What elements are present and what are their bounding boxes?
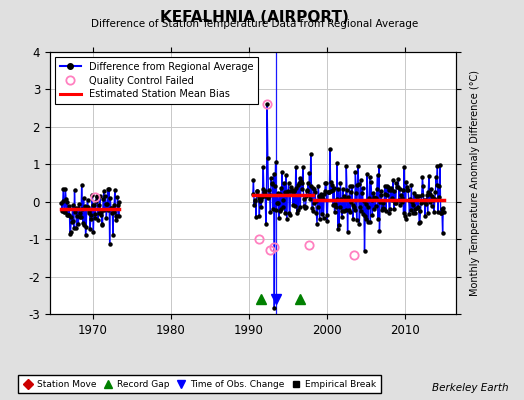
Y-axis label: Monthly Temperature Anomaly Difference (°C): Monthly Temperature Anomaly Difference (… [470,70,480,296]
Text: Difference of Station Temperature Data from Regional Average: Difference of Station Temperature Data f… [91,19,418,29]
Legend: Station Move, Record Gap, Time of Obs. Change, Empirical Break: Station Move, Record Gap, Time of Obs. C… [18,376,381,394]
Text: Berkeley Earth: Berkeley Earth [432,383,508,393]
Text: KEFALHNIA (AIRPORT): KEFALHNIA (AIRPORT) [160,10,348,25]
Legend: Difference from Regional Average, Quality Control Failed, Estimated Station Mean: Difference from Regional Average, Qualit… [54,57,258,104]
